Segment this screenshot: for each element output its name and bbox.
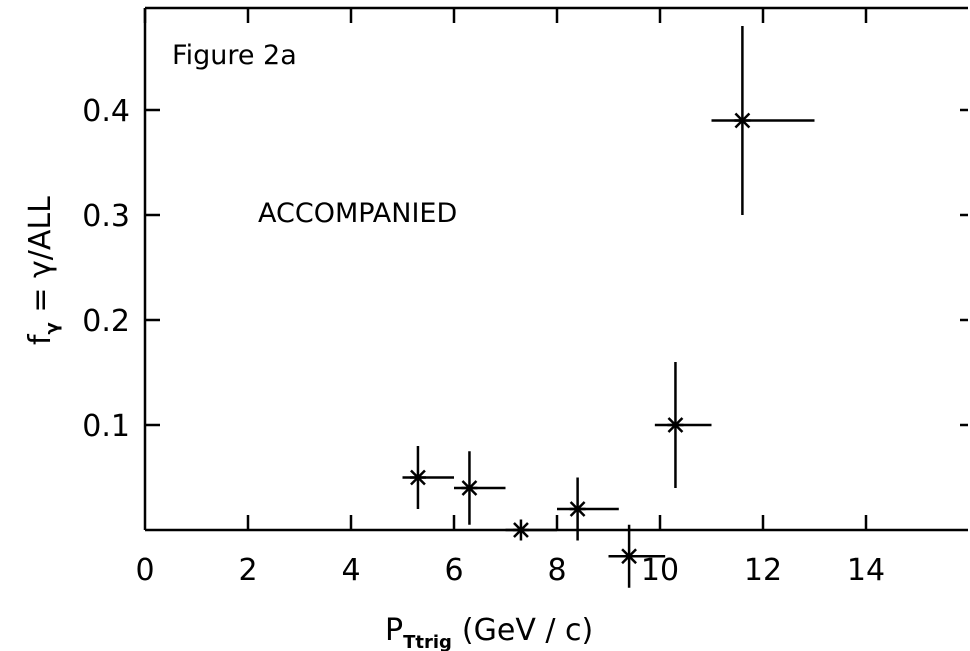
data-points bbox=[402, 26, 815, 588]
annotation-accompanied: ACCOMPANIED bbox=[258, 198, 457, 229]
data-point bbox=[608, 524, 666, 588]
y-tick-label: 0.2 bbox=[82, 304, 130, 339]
plot-frame bbox=[143, 6, 968, 532]
data-point bbox=[557, 477, 619, 541]
x-tick-label: 2 bbox=[238, 553, 257, 588]
y-axis-title-rest: = γ/ALL bbox=[23, 196, 58, 322]
x-tick-label: 12 bbox=[744, 553, 782, 588]
x-tick-label: 8 bbox=[547, 553, 566, 588]
x-ticks bbox=[143, 8, 868, 530]
annotation-figure-label: Figure 2a bbox=[172, 40, 297, 71]
y-tick-label: 0.1 bbox=[82, 409, 130, 444]
x-axis-title-sub: Ttrig bbox=[403, 632, 452, 651]
x-tick-labels: 0 2 4 6 8 10 12 14 bbox=[135, 553, 885, 588]
x-tick-label: 6 bbox=[444, 553, 463, 588]
x-tick-label: 0 bbox=[135, 553, 154, 588]
y-tick-labels: 0.1 0.2 0.3 0.4 bbox=[82, 94, 130, 444]
y-tick-label: 0.4 bbox=[82, 94, 130, 129]
data-point bbox=[402, 446, 454, 509]
x-tick-label: 4 bbox=[341, 553, 360, 588]
x-tick-label: 14 bbox=[847, 553, 885, 588]
y-axis-title-sub: γ bbox=[42, 322, 63, 334]
x-tick-label: 10 bbox=[641, 553, 679, 588]
data-point bbox=[454, 451, 506, 525]
y-axis-title: fγ = γ/ALL bbox=[23, 196, 63, 345]
x-axis-title-unit: (GeV / c) bbox=[462, 613, 593, 648]
y-tick-label: 0.3 bbox=[82, 199, 130, 234]
data-point bbox=[711, 26, 815, 215]
y-axis-title-main: f bbox=[23, 333, 58, 345]
x-axis-title: PTtrig (GeV / c) bbox=[385, 613, 593, 651]
data-point bbox=[654, 362, 712, 488]
y-ticks bbox=[145, 108, 968, 427]
data-point bbox=[505, 519, 557, 541]
x-axis-title-main: P bbox=[385, 613, 403, 648]
